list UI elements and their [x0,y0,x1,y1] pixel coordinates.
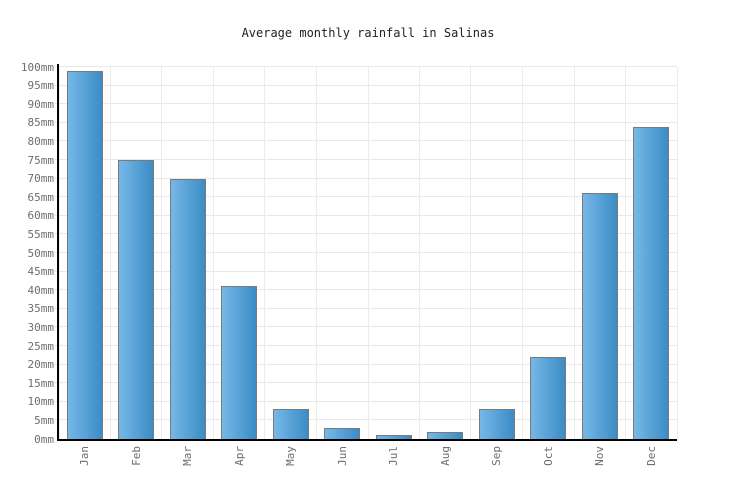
h-gridline [54,270,677,272]
y-tick-label: 95mm [27,79,55,93]
y-tick-label: 90mm [27,97,55,111]
bar-apr [221,286,258,439]
h-gridline [54,252,677,253]
h-gridline [54,214,677,216]
bar-jul [375,435,412,439]
y-tick-label: 75mm [27,153,55,167]
y-tick-label: 45mm [27,265,55,279]
y-tick-label: 55mm [27,227,55,241]
v-gridline [161,67,163,439]
x-label-nov: Nov [593,446,607,466]
y-tick-label: 60mm [27,209,55,223]
x-label-jul: Jul [387,446,401,466]
x-axis-line [57,439,677,441]
y-tick-label: 10mm [27,395,55,409]
y-tick-label: 35mm [27,302,55,316]
y-tick-label: 20mm [27,358,55,372]
v-gridline [522,67,523,439]
y-axis-line [57,64,59,441]
y-tick-label: 25mm [27,339,55,353]
x-label-feb: Feb [129,446,143,466]
v-gridline [316,67,317,439]
h-gridline [54,103,677,105]
bar-may [272,409,309,439]
x-label-jun: Jun [335,446,349,466]
bar-mar [169,178,206,439]
y-tick-label: 100mm [20,60,54,74]
x-label-dec: Dec [644,446,658,466]
y-tick-label: 40mm [27,283,55,297]
v-gridline [419,67,420,439]
chart-title: Average monthly rainfall in Salinas [241,26,495,40]
bar-jan [66,70,103,439]
y-tick-label: 80mm [27,134,55,148]
h-gridline [54,140,677,142]
y-tick-label: 70mm [27,172,55,186]
v-gridline [213,67,214,439]
y-tick-label: 0mm [34,432,54,446]
y-tick-label: 65mm [27,190,55,204]
bar-aug [427,431,464,439]
y-tick-label: 15mm [27,376,55,390]
y-tick-label: 30mm [27,320,55,334]
v-gridline [264,67,266,439]
bar-dec [633,126,670,439]
h-gridline [54,419,677,421]
x-label-oct: Oct [541,446,555,466]
bar-sep [478,409,515,439]
v-gridline [625,67,626,439]
v-gridline [58,67,60,439]
h-gridline [54,196,677,198]
h-gridline [54,400,677,402]
h-gridline [54,307,677,309]
h-gridline [54,177,677,179]
h-gridline [54,84,677,86]
y-tick-label: 5mm [34,413,54,427]
h-gridline [54,289,677,291]
h-gridline [54,66,677,67]
plot-area [54,64,678,441]
x-label-jan: Jan [78,446,92,466]
bar-feb [118,160,155,439]
h-gridline [54,382,677,384]
bar-oct [530,357,567,439]
v-gridline [367,67,369,439]
h-gridline [54,159,677,160]
h-gridline [54,121,677,123]
bar-jun [324,427,361,439]
y-axis-labels: 0mm 5mm 10mm 15mm 20mm 25mm 30mm 35mm 40mm 45mm 50… [0,61,55,446]
x-label-apr: Apr [232,446,246,466]
x-label-sep: Sep [490,446,504,466]
x-label-aug: Aug [438,446,452,466]
x-label-may: May [284,446,298,466]
bar-nov [581,193,618,439]
h-gridline [54,326,677,328]
h-gridline [54,345,677,346]
v-gridline [573,67,575,439]
v-gridline [109,67,111,439]
v-gridline [676,67,678,439]
x-label-mar: Mar [181,446,195,466]
v-gridline [470,67,472,439]
y-tick-label: 50mm [27,246,55,260]
y-tick-label: 85mm [27,116,55,130]
h-gridline [54,363,677,365]
h-gridline [54,233,677,235]
